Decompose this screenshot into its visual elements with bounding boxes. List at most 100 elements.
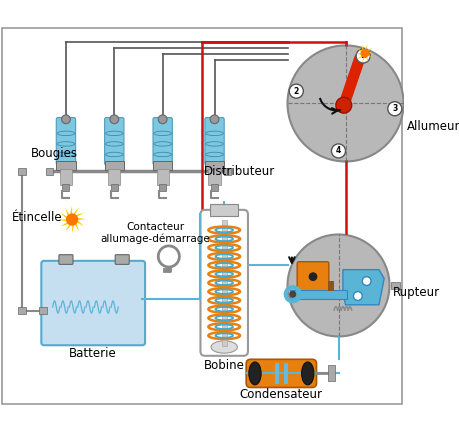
Ellipse shape [249,362,261,385]
Circle shape [66,213,78,226]
Ellipse shape [154,131,172,136]
Bar [328,281,334,291]
Text: 4: 4 [336,146,341,156]
Polygon shape [72,207,79,219]
Bar [211,184,218,191]
Bar [391,282,400,289]
Circle shape [158,115,167,124]
Circle shape [336,97,352,113]
Ellipse shape [154,142,172,146]
Polygon shape [58,219,72,221]
Bar [328,365,335,381]
Bar [111,184,118,191]
Polygon shape [70,206,72,219]
Text: Rupteur: Rupteur [393,286,440,299]
Polygon shape [365,44,368,53]
Text: Batterie: Batterie [69,346,117,360]
Bar [290,290,347,299]
Text: 2: 2 [294,87,299,95]
Bar [153,162,172,170]
Circle shape [210,115,219,124]
Circle shape [287,235,390,337]
Text: 3: 3 [392,104,397,113]
Polygon shape [343,270,384,305]
Circle shape [289,291,297,298]
Ellipse shape [57,131,75,136]
Ellipse shape [206,142,224,146]
Polygon shape [357,53,365,59]
FancyBboxPatch shape [115,255,129,264]
Ellipse shape [57,142,75,146]
Polygon shape [365,48,373,53]
Circle shape [362,276,371,286]
Bar [39,308,47,314]
Ellipse shape [106,131,123,136]
Polygon shape [65,219,72,232]
Circle shape [62,115,70,124]
Bar [208,168,221,185]
Polygon shape [72,213,84,219]
Bar [159,184,166,191]
Bar [17,168,26,175]
FancyBboxPatch shape [41,261,145,345]
FancyBboxPatch shape [59,255,73,264]
Text: Bobine: Bobine [204,359,245,372]
Circle shape [360,49,369,58]
Circle shape [388,102,402,116]
Text: Étincelle: Étincelle [12,211,63,224]
Text: Allumeur: Allumeur [407,120,459,133]
Text: Bougies: Bougies [31,147,78,160]
Bar [60,168,72,185]
FancyBboxPatch shape [153,118,172,165]
Ellipse shape [211,341,237,353]
Bar [224,168,231,175]
Polygon shape [72,219,79,232]
Polygon shape [72,219,84,226]
Ellipse shape [206,131,224,136]
Polygon shape [365,52,375,53]
Bar [62,184,69,191]
Ellipse shape [206,152,224,157]
Polygon shape [355,53,365,54]
Circle shape [308,272,318,281]
Ellipse shape [302,362,314,385]
Bar [108,168,120,185]
FancyBboxPatch shape [246,359,317,388]
Ellipse shape [57,152,75,157]
FancyBboxPatch shape [205,118,224,165]
Bar [157,168,169,185]
Text: Condensateur: Condensateur [240,388,323,401]
Bar [17,308,26,314]
Circle shape [331,144,346,158]
Circle shape [110,115,119,124]
Polygon shape [65,207,72,219]
Bar [105,162,124,170]
Text: Contacteur
allumage-démarrage: Contacteur allumage-démarrage [101,222,211,245]
Circle shape [287,45,403,162]
Bar [205,162,224,170]
Bar [210,204,238,216]
Circle shape [289,84,303,98]
Ellipse shape [106,142,123,146]
Polygon shape [362,44,365,53]
FancyBboxPatch shape [297,262,329,292]
FancyBboxPatch shape [201,210,248,356]
Ellipse shape [154,152,172,157]
Polygon shape [365,53,373,59]
Circle shape [356,49,370,63]
Bar [56,162,76,170]
Polygon shape [362,53,365,63]
Polygon shape [72,218,86,219]
Text: Distributeur: Distributeur [204,165,275,178]
Ellipse shape [106,152,123,157]
Bar [46,168,53,175]
Circle shape [353,292,362,300]
FancyBboxPatch shape [56,118,76,165]
Polygon shape [72,219,74,234]
Polygon shape [60,219,72,226]
FancyBboxPatch shape [105,118,124,165]
Polygon shape [357,48,365,53]
Polygon shape [365,53,368,63]
Text: 1: 1 [360,51,366,60]
Polygon shape [60,213,72,219]
